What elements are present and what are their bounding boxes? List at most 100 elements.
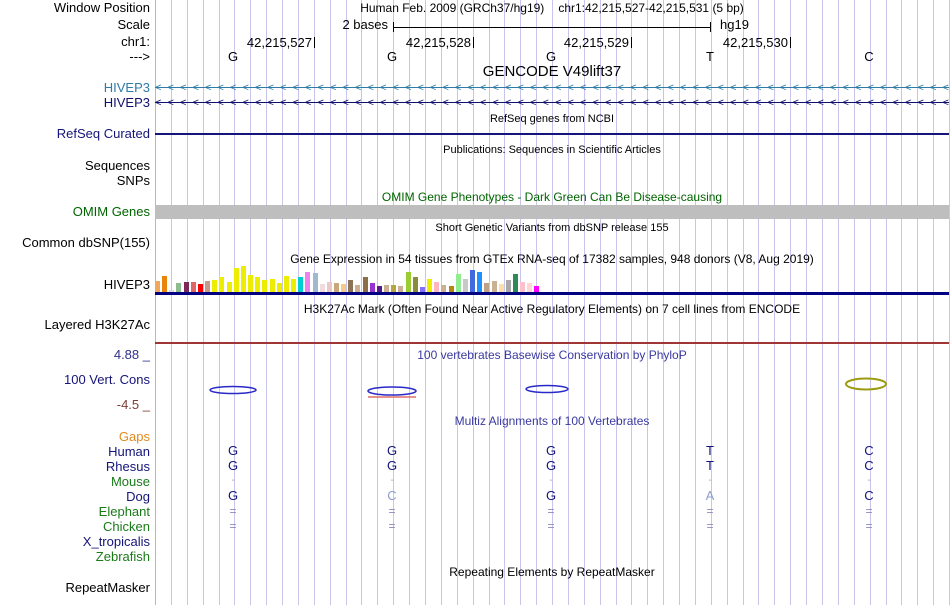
gtex-gene-label[interactable]: HIVEP3 [103,277,150,292]
gtex-tissue-bar[interactable] [420,287,425,292]
gtex-tissue-bar[interactable] [313,273,318,292]
gtex-tissue-bar[interactable] [427,279,432,292]
omim-genes-bar[interactable] [155,205,949,219]
multiz-species-human[interactable]: Human [108,444,150,459]
gtex-tissue-bar[interactable] [169,290,174,292]
gtex-tissue-bar[interactable] [484,283,489,292]
grid-line [472,0,474,605]
left-arrow-icon: < [467,82,474,94]
left-arrow-icon: < [642,97,649,109]
dbsnp-title[interactable]: Short Genetic Variants from dbSNP releas… [435,222,669,234]
left-arrow-icon: < [217,97,224,109]
gtex-tissue-bar[interactable] [234,268,239,292]
snps-label[interactable]: SNPs [116,173,150,188]
multiz-species-zebrafish[interactable]: Zebrafish [95,549,150,564]
gtex-tissue-bar[interactable] [441,285,446,292]
gtex-tissue-bar[interactable] [513,274,518,292]
gtex-tissue-bar[interactable] [191,282,196,292]
gtex-tissue-bar[interactable] [477,272,482,292]
gtex-tissue-bar[interactable] [155,281,160,292]
left-arrow-icon: < [867,97,874,109]
gtex-tissue-bar[interactable] [499,284,504,292]
gtex-tissue-bar[interactable] [534,286,539,292]
gtex-title[interactable]: Gene Expression in 54 tissues from GTEx … [290,252,814,266]
multiz-title[interactable]: Multiz Alignments of 100 Vertebrates [454,414,650,428]
gtex-tissue-bar[interactable] [205,281,210,292]
gtex-tissue-bar[interactable] [456,274,461,292]
gtex-tissue-bar[interactable] [305,272,310,292]
multiz-species-rhesus[interactable]: Rhesus [105,459,150,474]
layered-h3k27ac-label[interactable]: Layered H3K27Ac [44,317,150,332]
omim-title[interactable]: OMIM Gene Phenotypes - Dark Green Can Be… [381,190,723,204]
gtex-tissue-bar[interactable] [355,285,360,292]
multiz-species-mouse[interactable]: Mouse [110,474,150,489]
gtex-tissue-bar[interactable] [291,279,296,292]
multiz-species-gaps[interactable]: Gaps [118,429,150,444]
gtex-tissue-bar[interactable] [184,282,189,292]
sequences-label[interactable]: Sequences [84,158,150,173]
common-dbsnp-label[interactable]: Common dbSNP(155) [22,235,150,250]
repeatmasker-title[interactable]: Repeating Elements by RepeatMasker [449,565,655,579]
gtex-tissue-bar[interactable] [341,284,346,292]
gtex-tissue-bar[interactable] [492,281,497,292]
gtex-tissue-bar[interactable] [176,283,181,292]
gtex-tissue-bar[interactable] [255,277,260,292]
publications-title[interactable]: Publications: Sequences in Scientific Ar… [443,144,661,156]
gtex-tissue-bar[interactable] [277,283,282,292]
gtex-tissue-bar[interactable] [520,282,525,292]
gtex-tissue-bar[interactable] [370,283,375,292]
gtex-tissue-bar[interactable] [377,286,382,292]
gtex-tissue-bar[interactable] [384,285,389,292]
left-arrow-icon: < [455,97,462,109]
multiz-species-x_tropicalis[interactable]: X_tropicalis [82,534,150,549]
multiz-species-elephant[interactable]: Elephant [98,504,150,519]
gtex-tissue-bar[interactable] [227,282,232,292]
gtex-tissue-bar[interactable] [212,280,217,292]
gtex-tissue-bar[interactable] [270,279,275,292]
gtex-tissue-bar[interactable] [298,277,303,292]
gtex-tissue-bar[interactable] [219,277,224,292]
gtex-tissue-bar[interactable] [198,284,203,292]
gtex-tissue-bar[interactable] [248,275,253,292]
left-arrow-icon: < [617,97,624,109]
multiz-species-chicken[interactable]: Chicken [103,519,150,534]
gencode-title[interactable]: GENCODE V49lift37 [482,63,622,80]
gencode-hivep3-label[interactable]: HIVEP3 [103,80,150,95]
gtex-tissue-bar[interactable] [449,286,454,292]
repeatmasker-label[interactable]: RepeatMasker [65,580,150,595]
left-arrow-icon: < [255,82,262,94]
gtex-tissue-bar[interactable] [434,282,439,292]
gtex-tissue-bar[interactable] [363,277,368,292]
gtex-tissue-bar[interactable] [334,283,339,292]
multiz-allele: G [545,458,557,473]
gtex-tissue-bar[interactable] [506,280,511,292]
phylop-title[interactable]: 100 vertebrates Basewise Conservation by… [417,348,687,362]
multiz-species-dog[interactable]: Dog [126,489,150,504]
gtex-tissue-bar[interactable] [241,266,246,292]
coordinate-tick [314,37,315,48]
gtex-tissue-bar[interactable] [162,276,167,292]
gtex-tissue-bar[interactable] [398,286,403,292]
gtex-tissue-bar[interactable] [527,283,532,292]
gtex-tissue-bar[interactable] [406,272,411,292]
gencode-hivep3-label-2[interactable]: HIVEP3 [103,95,150,110]
refseq-curated-label[interactable]: RefSeq Curated [56,126,150,141]
refseq-title[interactable]: RefSeq genes from NCBI [489,113,615,125]
h3k27ac-title[interactable]: H3K27Ac Mark (Often Found Near Active Re… [303,302,801,316]
omim-genes-label[interactable]: OMIM Genes [72,204,150,219]
gtex-tissue-bar[interactable] [413,277,418,292]
gtex-tissue-bar[interactable] [320,284,325,292]
gtex-tissue-bar[interactable] [284,276,289,292]
gtex-tissue-bar[interactable] [463,279,468,292]
gtex-tissue-bar[interactable] [470,270,475,292]
gtex-tissue-bar[interactable] [262,280,267,292]
coordinate-tick [790,37,791,48]
phylop-track-label[interactable]: 100 Vert. Cons [64,372,150,387]
gtex-tissue-bar[interactable] [348,280,353,292]
grid-line [933,0,935,605]
gtex-tissue-bar[interactable] [391,285,396,292]
gtex-tissue-bar[interactable] [327,282,332,292]
left-arrow-icon: < [930,97,937,109]
left-arrow-icon: < [405,82,412,94]
gencode-transcript-arrows-2: < < < < < < < < < < < < < < < < < < < < < < < < < < < < < < < < < < < < < < < <… [155,97,949,109]
